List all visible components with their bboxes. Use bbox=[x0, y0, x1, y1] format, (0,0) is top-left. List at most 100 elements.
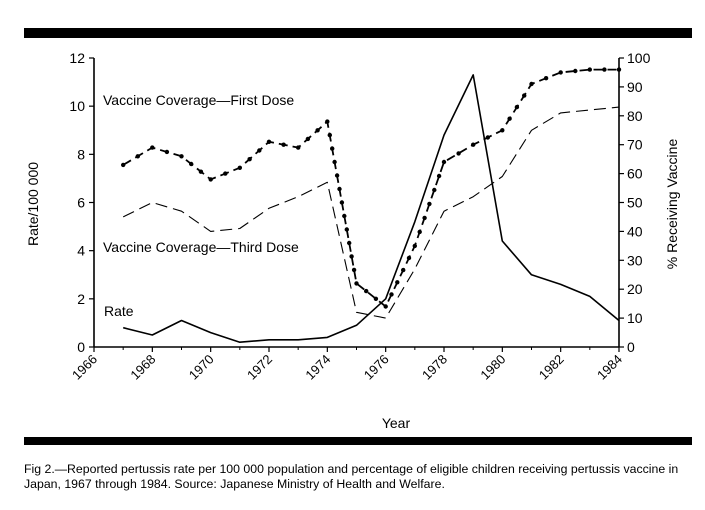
first-dose-dot bbox=[401, 267, 406, 273]
first-dose-dot bbox=[257, 148, 262, 153]
first-dose-dot bbox=[514, 104, 520, 110]
first-dose-label: Vaccine Coverage—First Dose bbox=[103, 92, 294, 108]
first-dose-dot bbox=[456, 151, 461, 156]
first-dose-dot bbox=[347, 240, 352, 246]
series-layer bbox=[121, 67, 622, 344]
y-right-tick-label: 40 bbox=[627, 223, 643, 239]
x-tick-label: 1966 bbox=[69, 352, 100, 383]
first-dose-dot bbox=[237, 165, 242, 170]
y-left-tick-label: 4 bbox=[77, 243, 85, 259]
first-dose-dot bbox=[332, 159, 337, 165]
third-dose-label: Vaccine Coverage—Third Dose bbox=[103, 239, 299, 255]
y-left-tick-label: 8 bbox=[77, 146, 85, 162]
x-tick-label: 1968 bbox=[127, 352, 158, 383]
first-dose-dot bbox=[373, 296, 379, 301]
first-dose-dot bbox=[602, 67, 607, 72]
bottom-rule bbox=[24, 437, 692, 445]
x-tick-label: 1974 bbox=[302, 352, 333, 383]
first-dose-dot bbox=[573, 68, 578, 74]
first-dose-dot bbox=[223, 171, 228, 176]
first-dose-dot bbox=[406, 255, 412, 261]
first-dose-dot bbox=[383, 304, 388, 309]
x-tick-label: 1980 bbox=[477, 352, 508, 383]
first-dose-dot bbox=[412, 243, 417, 249]
first-dose-series-line bbox=[122, 68, 619, 308]
y-right-tick-label: 10 bbox=[627, 310, 643, 326]
first-dose-dot bbox=[315, 128, 320, 133]
first-dose-dot bbox=[507, 116, 512, 121]
first-dose-dot bbox=[543, 76, 549, 81]
first-dose-dot bbox=[198, 169, 204, 174]
first-dose-dot bbox=[417, 229, 422, 235]
first-dose-dot bbox=[305, 136, 311, 142]
first-dose-dot bbox=[427, 201, 432, 207]
first-dose-dot bbox=[354, 281, 359, 286]
y-right-tick-label: 80 bbox=[627, 108, 643, 124]
x-axis-title: Year bbox=[382, 415, 411, 431]
first-dose-dot bbox=[296, 145, 301, 150]
first-dose-dot bbox=[395, 280, 400, 285]
first-dose-dot bbox=[344, 227, 349, 232]
first-dose-dot bbox=[327, 132, 332, 138]
x-tick-label: 1978 bbox=[419, 352, 450, 383]
first-dose-dot bbox=[587, 67, 592, 72]
x-tick-label: 1972 bbox=[244, 352, 275, 383]
top-rule bbox=[24, 28, 692, 38]
y-left-tick-label: 6 bbox=[77, 195, 85, 211]
y-right-tick-label: 30 bbox=[627, 252, 643, 268]
left-axis-title: Rate/100 000 bbox=[25, 162, 41, 246]
first-dose-dot bbox=[389, 292, 394, 297]
x-tick-label: 1970 bbox=[186, 352, 217, 383]
first-dose-dot bbox=[150, 145, 155, 150]
first-dose-dot bbox=[179, 154, 184, 159]
first-dose-dot bbox=[351, 267, 357, 273]
first-dose-dot bbox=[441, 159, 447, 165]
first-dose-dot bbox=[337, 186, 342, 192]
y-left-tick-label: 0 bbox=[77, 339, 85, 355]
first-dose-dot bbox=[247, 157, 252, 162]
first-dose-dot bbox=[522, 93, 527, 98]
first-dose-dot bbox=[471, 142, 476, 147]
y-left-tick-label: 12 bbox=[69, 50, 85, 66]
first-dose-dot bbox=[266, 139, 272, 144]
first-dose-dot bbox=[500, 128, 505, 133]
rate-series-line bbox=[123, 74, 620, 344]
first-dose-dot bbox=[189, 161, 194, 167]
first-dose-dot bbox=[422, 215, 427, 221]
first-dose-dot bbox=[432, 187, 437, 193]
y-left-tick-label: 2 bbox=[77, 291, 85, 307]
first-dose-dot bbox=[349, 254, 354, 259]
y-right-tick-label: 100 bbox=[627, 50, 651, 66]
first-dose-dot bbox=[135, 154, 140, 159]
first-dose-dot bbox=[436, 173, 442, 179]
figure-caption: Fig 2.—Reported pertussis rate per 100 0… bbox=[24, 462, 679, 491]
y-left-tick-label: 10 bbox=[69, 98, 85, 114]
first-dose-dot bbox=[325, 119, 330, 124]
y-right-tick-label: 50 bbox=[627, 195, 643, 211]
first-dose-dot bbox=[558, 70, 563, 75]
first-dose-dot bbox=[616, 67, 622, 72]
first-dose-dot bbox=[281, 142, 286, 147]
y-right-tick-label: 60 bbox=[627, 166, 643, 182]
y-right-tick-label: 20 bbox=[627, 281, 643, 297]
x-tick-label: 1976 bbox=[361, 352, 392, 383]
first-dose-dot bbox=[208, 177, 213, 182]
first-dose-dot bbox=[121, 162, 126, 168]
right-axis-title: % Receiving Vaccine bbox=[664, 139, 680, 270]
first-dose-dot bbox=[334, 173, 340, 178]
third-dose-series-line bbox=[122, 106, 620, 319]
y-right-tick-label: 70 bbox=[627, 137, 643, 153]
first-dose-dot bbox=[342, 213, 347, 219]
first-dose-dot bbox=[339, 200, 345, 205]
first-dose-dot bbox=[330, 146, 335, 151]
first-dose-dot bbox=[164, 149, 170, 155]
rate-label: Rate bbox=[104, 303, 134, 319]
x-tick-label: 1982 bbox=[536, 352, 567, 383]
first-dose-dot bbox=[485, 135, 490, 140]
y-right-tick-label: 0 bbox=[627, 339, 635, 355]
y-right-tick-label: 90 bbox=[627, 79, 643, 95]
x-tick-label: 1984 bbox=[594, 352, 625, 383]
first-dose-dot bbox=[529, 81, 534, 87]
first-dose-dot bbox=[364, 288, 369, 294]
